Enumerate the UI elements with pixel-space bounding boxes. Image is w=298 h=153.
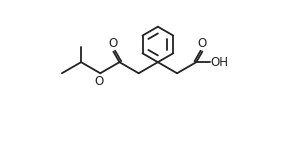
Text: O: O [198,37,207,50]
Text: OH: OH [211,56,229,69]
Text: O: O [94,75,103,88]
Text: O: O [109,37,118,50]
